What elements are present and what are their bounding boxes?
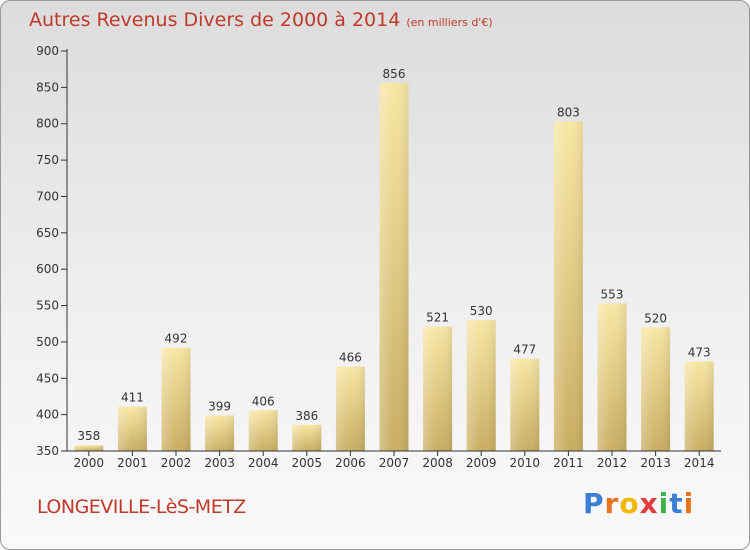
bar-shade <box>74 445 104 451</box>
bar-shade <box>117 406 147 451</box>
x-tick-label: 2001 <box>117 456 148 470</box>
logo-letter: P <box>583 487 605 520</box>
bar-shade <box>553 121 583 451</box>
data-label: 477 <box>513 343 536 357</box>
x-tick-label: 2007 <box>379 456 410 470</box>
x-tick-label: 2011 <box>553 456 584 470</box>
y-tick-label: 350 <box>36 444 59 458</box>
bar-shade <box>248 410 278 451</box>
y-tick-label: 550 <box>36 299 59 313</box>
bar-shade <box>161 347 191 451</box>
y-tick-label: 800 <box>36 117 59 131</box>
data-label: 399 <box>208 399 231 413</box>
data-label: 553 <box>601 287 624 301</box>
bar-shade <box>510 358 540 451</box>
data-label: 473 <box>688 346 711 360</box>
logo-letter: r <box>604 487 620 520</box>
data-label: 803 <box>557 106 580 120</box>
bar-shade <box>205 415 235 451</box>
x-tick-label: 2009 <box>466 456 497 470</box>
bar-shade <box>466 320 496 451</box>
chart-title-text: Autres Revenus Divers de 2000 à 2014 <box>29 9 401 31</box>
x-tick-label: 2014 <box>684 456 715 470</box>
bar-shade <box>292 424 322 451</box>
y-tick-label: 400 <box>36 408 59 422</box>
logo-letter: i <box>658 487 670 520</box>
y-tick-label: 850 <box>36 80 59 94</box>
data-label: 856 <box>383 67 406 81</box>
y-tick-label: 700 <box>36 189 59 203</box>
logo-letter: i <box>683 487 695 520</box>
bar-shade <box>379 83 409 451</box>
chart-subtitle: (en milliers d'€) <box>406 16 493 29</box>
x-tick-label: 2003 <box>204 456 235 470</box>
bar-shade <box>684 361 714 451</box>
y-tick-label: 600 <box>36 262 59 276</box>
data-label: 530 <box>470 304 493 318</box>
logo-letter: t <box>669 487 684 520</box>
x-tick-label: 2012 <box>597 456 628 470</box>
x-tick-label: 2002 <box>161 456 192 470</box>
data-label: 406 <box>252 394 275 408</box>
x-tick-label: 2010 <box>510 456 541 470</box>
data-label: 358 <box>77 429 100 443</box>
bar-shade <box>423 326 453 451</box>
x-tick-label: 2004 <box>248 456 279 470</box>
y-tick-label: 750 <box>36 153 59 167</box>
data-label: 386 <box>295 409 318 423</box>
place-name: LONGEVILLE-LèS-METZ <box>37 496 246 518</box>
x-tick-label: 2005 <box>292 456 323 470</box>
x-tick-label: 2000 <box>74 456 105 470</box>
bar-shade <box>597 303 627 451</box>
data-label: 492 <box>165 332 188 346</box>
x-tick-label: 2008 <box>422 456 453 470</box>
bar-shade <box>641 327 671 451</box>
data-label: 466 <box>339 351 362 365</box>
data-label: 520 <box>644 311 667 325</box>
logo-letter: x <box>639 487 659 520</box>
y-tick-label: 650 <box>36 226 59 240</box>
y-tick-label: 450 <box>36 371 59 385</box>
chart-title: Autres Revenus Divers de 2000 à 2014 (en … <box>29 9 493 31</box>
y-tick-label: 900 <box>36 44 59 58</box>
x-tick-label: 2013 <box>640 456 671 470</box>
proxiti-logo[interactable]: Proxiti <box>583 487 694 520</box>
data-label: 411 <box>121 391 144 405</box>
data-label: 521 <box>426 311 449 325</box>
y-tick-label: 500 <box>36 335 59 349</box>
x-tick-label: 2006 <box>335 456 366 470</box>
bar-shade <box>335 366 365 451</box>
logo-letter: o <box>619 487 640 520</box>
